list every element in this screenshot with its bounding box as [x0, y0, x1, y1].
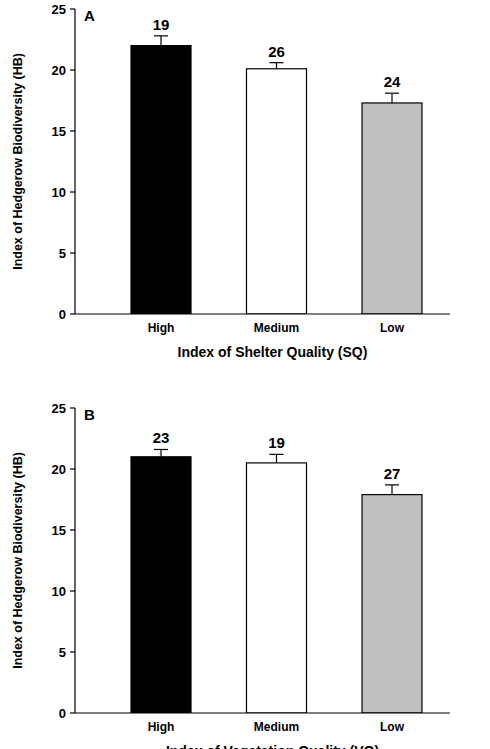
y-tick-label: 25	[52, 2, 66, 17]
error-bar	[385, 485, 399, 495]
y-tick	[70, 468, 75, 469]
y-tick	[70, 590, 75, 591]
bar	[131, 46, 191, 314]
chart: 19 26 24 0 5 10 15 20 25 High Medium Low Index of Sh…	[0, 0, 490, 749]
plot-area	[131, 449, 422, 713]
y-tick-label: 5	[59, 645, 66, 660]
y-tick	[70, 8, 75, 9]
y-axis-label: Index of Hedgerow Biodiversity (HB)	[11, 53, 25, 270]
x-axis	[75, 712, 450, 713]
y-tick-label: 15	[52, 523, 66, 538]
y-tick	[70, 712, 75, 713]
x-tick-label: High	[148, 720, 175, 734]
y-tick-label: 20	[52, 63, 66, 78]
x-tick-label: Medium	[254, 720, 299, 734]
sample-size-label: 19	[268, 434, 285, 451]
y-tick	[70, 191, 75, 192]
y-tick-label: 15	[52, 124, 66, 139]
x-axis	[75, 313, 450, 314]
sample-size-label: 24	[384, 73, 401, 90]
y-tick	[70, 130, 75, 131]
error-bar	[154, 449, 168, 456]
panel-title: A	[84, 7, 95, 24]
chart-root: 19 26 24 0 5 10 15 20 25 High Medium Low Index of Sh…	[0, 0, 490, 749]
y-tick-label: 20	[52, 462, 66, 477]
bar	[247, 463, 307, 713]
y-tick-label: 25	[52, 401, 66, 416]
bar	[362, 103, 422, 314]
y-tick-label: 5	[59, 246, 66, 261]
x-tick-label: High	[148, 321, 175, 335]
y-tick-label: 10	[52, 185, 66, 200]
y-tick-label: 0	[59, 307, 66, 322]
y-tick	[70, 407, 75, 408]
x-axis-label: Index of Shelter Quality (SQ)	[178, 344, 368, 360]
y-tick-label: 0	[59, 706, 66, 721]
x-tick-label: Low	[380, 321, 405, 335]
sample-size-label: 26	[268, 43, 285, 60]
y-tick-label: 10	[52, 584, 66, 599]
y-tick	[70, 252, 75, 253]
y-axis-label: Index of Hedgerow Biodiversity (HB)	[11, 452, 25, 669]
sample-size-label: 19	[153, 16, 170, 33]
error-bar	[154, 36, 168, 46]
y-axis	[74, 408, 75, 713]
panel-title: B	[84, 406, 95, 423]
y-tick	[70, 69, 75, 70]
panel: 23 19 27 0 5 10 15 20 25 High Medium Low Index of Ve…	[11, 401, 450, 749]
x-tick-label: Low	[380, 720, 405, 734]
panel: 19 26 24 0 5 10 15 20 25 High Medium Low Index of Sh…	[11, 2, 450, 361]
y-axis	[74, 9, 75, 314]
y-tick	[70, 313, 75, 314]
bar	[247, 69, 307, 314]
y-tick	[70, 529, 75, 530]
y-tick	[70, 651, 75, 652]
bar	[362, 495, 422, 713]
plot-area	[131, 36, 422, 314]
bar	[131, 457, 191, 713]
sample-size-label: 27	[384, 465, 401, 482]
x-tick-label: Medium	[254, 321, 299, 335]
x-axis-label: Index of Vegetation Quality (VQ)	[166, 743, 379, 749]
error-bar	[385, 93, 399, 103]
error-bar	[270, 63, 284, 69]
error-bar	[270, 454, 284, 463]
sample-size-label: 23	[153, 429, 170, 446]
